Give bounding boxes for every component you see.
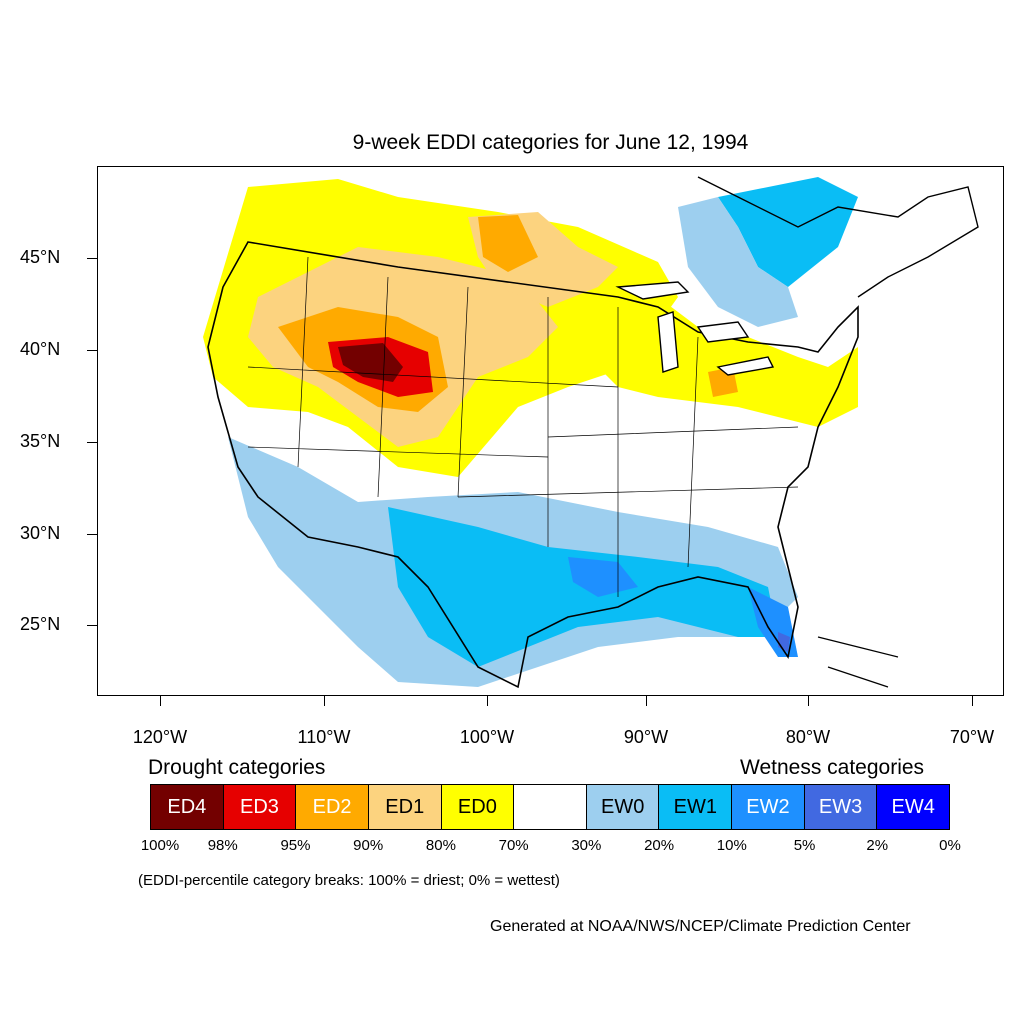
lon-tick [646, 696, 647, 706]
neutral-region-east [518, 402, 818, 517]
legend-box-ed1: ED1 [368, 785, 442, 829]
legend-break-label: 80% [425, 837, 456, 854]
lat-tick [87, 534, 97, 535]
lon-label-70: 70°W [949, 727, 995, 747]
ew2-region-gulf [568, 557, 638, 597]
legend-break-label: 2% [866, 837, 889, 854]
lat-tick [87, 350, 97, 351]
lat-label-30: 30°N [20, 523, 61, 543]
legend-break-label: 98% [207, 837, 238, 854]
category-note: (EDDI-percentile category breaks: 100% =… [138, 872, 560, 889]
ew0-region-canada [678, 197, 798, 327]
lon-tick [972, 696, 973, 706]
legend-box-ew3: EW3 [804, 785, 878, 829]
lon-label-90: 90°W [623, 727, 669, 747]
canada-coast [697, 176, 979, 298]
lat-label-40: 40°N [20, 339, 61, 359]
legend-box-neutral [514, 785, 587, 829]
legend-break-label: 30% [571, 837, 602, 854]
wetness-heading: Wetness categories [740, 756, 925, 779]
lat-label-35: 35°N [20, 431, 61, 451]
ed0-region-northeast [588, 297, 858, 427]
legend-break-label: 90% [353, 837, 384, 854]
lon-tick [160, 696, 161, 706]
legend-break-label: 5% [793, 837, 816, 854]
legend-box-ew0: EW0 [586, 785, 660, 829]
legend-break-label: 100% [140, 837, 180, 854]
state-borders [247, 256, 799, 597]
great-lakes [615, 281, 775, 376]
legend-break-label: 70% [498, 837, 529, 854]
eddi-map [203, 176, 979, 689]
lat-tick [87, 258, 97, 259]
lat-tick [87, 442, 97, 443]
legend-colorbar: ED4 ED3 ED2 ED1 ED0 EW0 EW1 EW2 EW3 EW4 [150, 784, 950, 830]
lon-label-110: 110°W [297, 727, 351, 747]
lat-label-25: 25°N [20, 614, 61, 634]
legend-box-ew1: EW1 [659, 785, 733, 829]
legend-break-label: 10% [716, 837, 747, 854]
lat-tick [87, 625, 97, 626]
bahamas-cuba [817, 636, 899, 688]
lat-label-45: 45°N [20, 247, 61, 267]
legend-break-label: 20% [644, 837, 675, 854]
legend-box-ew4: EW4 [877, 785, 950, 829]
lon-tick [324, 696, 325, 706]
legend-break-label: 95% [280, 837, 311, 854]
legend-box-ed4: ED4 [151, 785, 224, 829]
lon-tick [487, 696, 488, 706]
legend-box-ed0: ED0 [441, 785, 515, 829]
legend-box-ed2: ED2 [296, 785, 369, 829]
legend-break-label: 0% [939, 837, 961, 854]
legend-box-ed3: ED3 [223, 785, 297, 829]
map-frame [97, 166, 1004, 696]
lon-label-120: 120°W [132, 727, 188, 747]
ed4-region [338, 343, 403, 382]
ed2-region-north [478, 215, 538, 272]
credit-line: Generated at NOAA/NWS/NCEP/Climate Predi… [490, 918, 911, 935]
legend-box-ew2: EW2 [732, 785, 805, 829]
lon-label-80: 80°W [785, 727, 831, 747]
lon-tick [808, 696, 809, 706]
drought-heading: Drought categories [148, 756, 326, 779]
lon-label-100: 100°W [459, 727, 515, 747]
us-outline [207, 241, 859, 689]
